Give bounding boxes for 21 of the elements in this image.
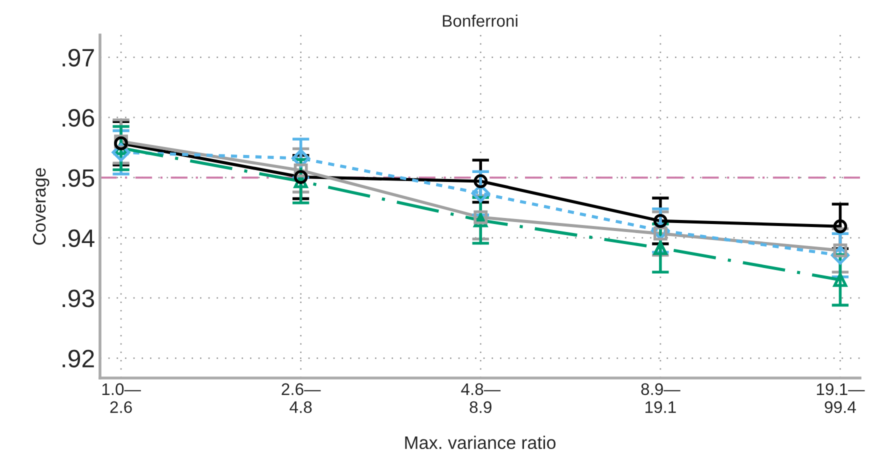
point: [294, 170, 308, 184]
y-tick-label: .94: [62, 229, 94, 248]
point: [833, 272, 848, 287]
x-tick-label: 19.1— 99.4: [816, 383, 865, 414]
y-tick-label: .93: [62, 290, 94, 308]
chart-title: Bonferroni: [442, 14, 518, 27]
x-axis-title: Max. variance ratio: [405, 436, 556, 450]
y-tick-label: .92: [62, 350, 94, 368]
x-tick-label: 1.0— 2.6: [102, 383, 141, 414]
x-tick-label: 2.6— 4.8: [282, 383, 321, 414]
point: [653, 241, 668, 255]
x-tick-label: 8.9— 19.1: [641, 383, 680, 414]
y-tick-label: .96: [62, 109, 94, 127]
point: [474, 174, 488, 188]
point: [653, 214, 668, 228]
y-tick-label: .95: [62, 169, 94, 187]
x-tick-label: 4.8— 8.9: [461, 383, 501, 414]
y-axis-title: Coverage: [32, 168, 50, 245]
y-tick-label: .97: [62, 48, 94, 67]
point: [833, 219, 848, 234]
point: [474, 210, 488, 224]
